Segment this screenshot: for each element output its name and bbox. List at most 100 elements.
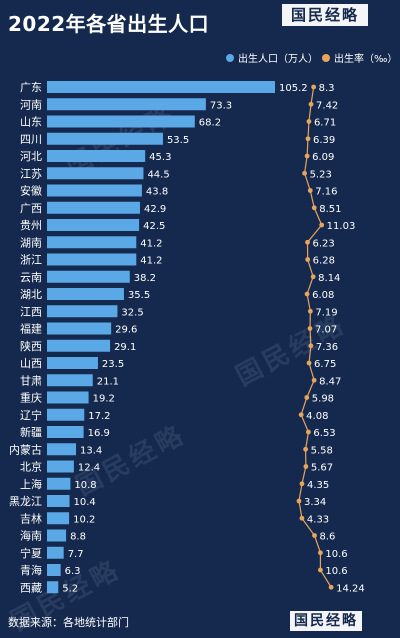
bar-value-label: 42.9 [144,204,166,215]
bar [47,408,85,421]
bar-value-label: 35.5 [128,290,150,301]
category-label: 河南 [20,98,42,111]
bar-value-label: 44.5 [147,169,169,180]
birthrate-point [299,481,305,487]
bar [47,98,206,111]
birthrate-value-label: 5.67 [311,463,333,474]
legend-label-births: 出生人口（万人） [238,54,318,65]
birthrate-point [306,119,312,124]
birthrate-value-label: 7.07 [315,325,337,336]
birthrate-value-label: 14.24 [336,583,365,594]
bar [47,219,140,231]
bar-value-label: 16.9 [88,428,110,439]
bar-value-label: 8.8 [70,532,86,543]
bar [47,339,111,352]
category-label: 北京 [20,460,42,474]
birthrate-value-label: 10.6 [325,549,347,560]
bar-value-label: 17.2 [88,411,110,422]
birthrate-value-label: 8.47 [319,376,341,387]
bar-value-label: 32.5 [121,307,143,318]
category-label: 四川 [20,133,42,146]
birthrate-point [296,498,302,504]
birthrate-point [304,291,310,297]
category-label: 西藏 [20,581,42,594]
category-label: 浙江 [20,254,42,267]
bar [47,184,142,197]
birthrate-value-label: 6.71 [314,118,336,129]
birthrate-value-label: 8.3 [319,83,335,94]
bar-value-label: 21.1 [97,376,119,387]
category-label: 贵州 [20,219,42,232]
category-label: 云南 [20,271,42,284]
birthrate-point [302,170,307,176]
category-label: 山东 [20,116,42,129]
bar-value-label: 12.4 [78,463,100,474]
bar [47,167,144,180]
legend-swatch-birthrate [322,53,330,62]
birthrate-point [312,533,317,538]
birthrate-value-label: 6.23 [313,238,335,249]
category-label: 海南 [20,529,42,543]
birthrate-point [307,308,313,314]
birthrate-point [303,464,309,469]
legend-item-births: 出生人口（万人） [226,50,318,65]
category-label: 江西 [20,305,42,318]
birthrate-value-label: 8.14 [318,273,340,284]
birthrate-value-label: 6.09 [312,152,334,163]
bar [47,288,124,300]
birthrate-point [310,274,316,280]
bar [47,443,77,456]
bar-value-label: 29.6 [115,325,137,336]
birthrate-value-label: 5.23 [310,169,332,180]
bar-value-label: 6.3 [65,566,81,577]
birthrate-value-label: 7.19 [315,307,337,318]
category-label: 福建 [20,322,42,336]
category-label: 河北 [20,150,42,163]
birthrate-point [318,567,323,573]
birthrate-value-label: 6.28 [313,256,335,267]
category-label: 上海 [20,477,42,491]
birthrate-point [304,395,310,400]
birthrate-point [305,239,310,245]
legend-item-birthrate: 出生率（‰） [322,50,397,65]
birthrate-point [311,377,317,383]
category-label: 重庆 [20,391,42,405]
bar-value-label: 19.2 [93,394,115,405]
birthrate-value-label: 8.51 [319,204,341,215]
bar-value-label: 38.2 [134,273,156,284]
brand-logo-top: 国民经略 [282,4,368,26]
birthrate-value-label: 4.33 [307,514,329,525]
bar [47,460,74,473]
legend-swatch-births [226,53,234,62]
birthrate-point [308,343,314,349]
birthrate-point [328,584,334,590]
bar [47,426,84,438]
birthrate-value-label: 4.35 [307,480,329,491]
bar [47,391,89,404]
birthrate-point [305,257,311,262]
birthrate-value-label: 10.6 [325,566,347,577]
birthrate-value-label: 4.08 [306,411,328,422]
birthrate-point [306,360,312,366]
bar-value-label: 10.8 [74,480,96,491]
bar-value-label: 42.5 [143,221,165,232]
bar-value-label: 43.8 [146,187,168,198]
birthrate-value-label: 7.16 [315,187,337,198]
category-label: 陕西 [20,339,42,353]
birthrate-point [311,84,317,90]
bar-value-label: 5.2 [62,583,78,594]
birthrate-value-label: 6.53 [313,428,335,439]
chart-title: 2022年各省出生人口 [8,12,210,36]
birthrate-value-label: 8.6 [320,532,336,543]
bar [47,81,275,93]
bar-value-label: 13.4 [80,445,102,456]
bar [47,322,112,335]
bar [47,236,137,249]
category-label: 黑龙江 [9,495,42,508]
birthrate-value-label: 3.34 [304,497,326,508]
category-label: 内蒙古 [9,442,42,456]
bar-value-label: 29.1 [114,342,136,353]
bar [47,357,98,369]
legend-label-birthrate: 出生率（‰） [334,54,398,65]
